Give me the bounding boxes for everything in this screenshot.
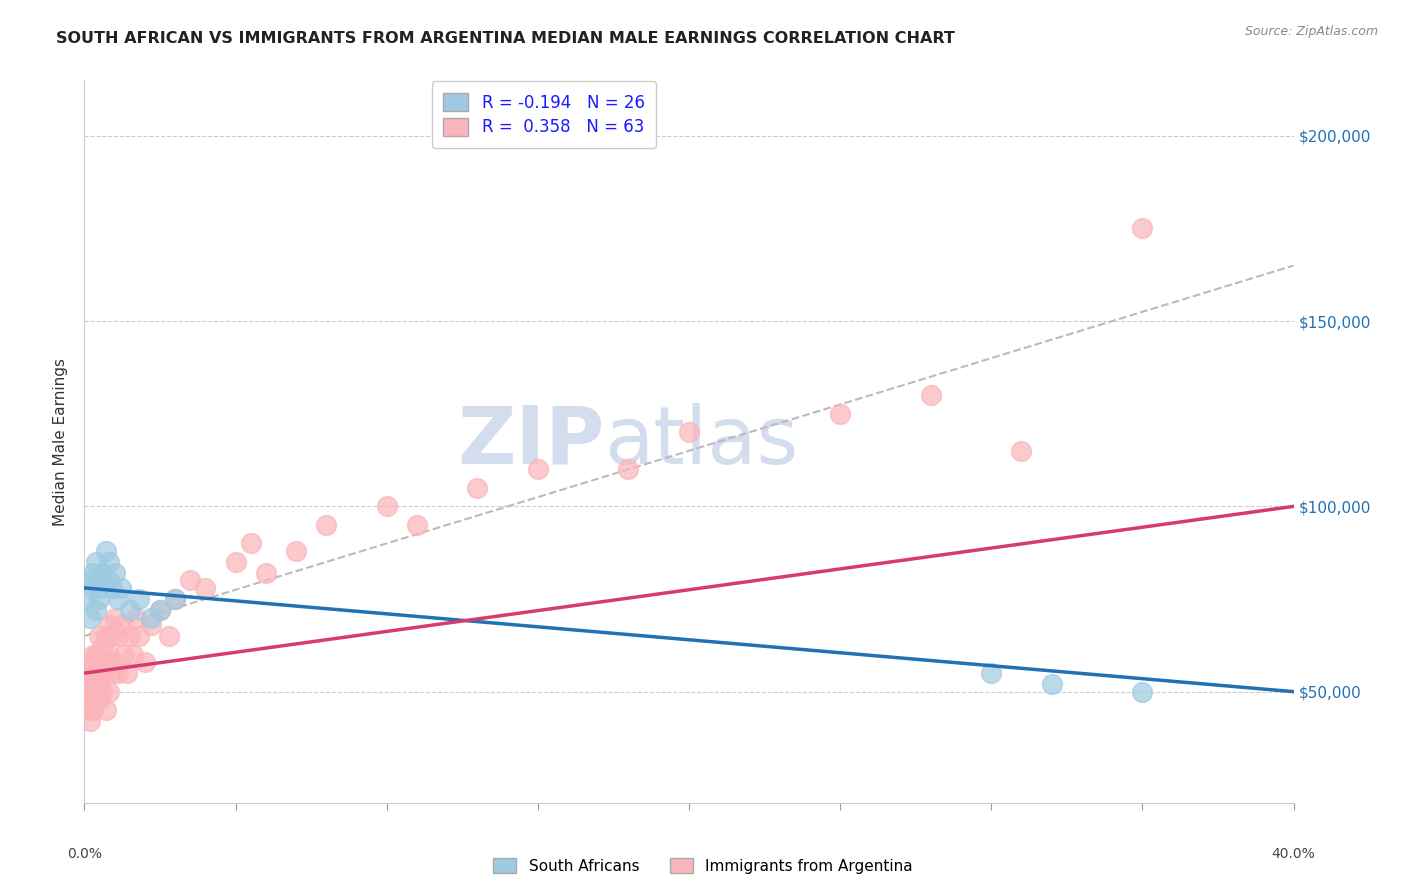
Point [118,629,141,643]
Point [110,618,132,632]
Point [125,610,148,624]
Point [115,666,138,681]
Point [79,677,101,691]
Point [285,544,308,558]
Point [194,581,217,595]
Point [82,648,104,662]
Point [139,610,162,624]
Point [79,714,101,729]
Point [82,703,104,717]
Point [94,703,117,717]
Point [79,655,101,669]
Point [527,462,550,476]
Point [76,684,98,698]
Point [89,692,111,706]
Point [1040,677,1063,691]
Text: atlas: atlas [605,402,799,481]
Point [91,581,114,595]
Point [179,574,201,588]
Point [157,629,180,643]
Point [100,629,122,643]
Point [76,592,98,607]
Point [76,666,98,681]
Point [97,618,120,632]
Point [91,684,114,698]
Text: 0.0%: 0.0% [67,847,101,862]
Point [94,655,117,669]
Point [1130,684,1153,698]
Point [980,666,1002,681]
Point [89,592,111,607]
Text: Source: ZipAtlas.com: Source: ZipAtlas.com [1244,25,1378,38]
Point [920,388,942,402]
Point [239,536,262,550]
Point [94,544,117,558]
Point [617,462,640,476]
Point [91,566,114,580]
Point [118,603,141,617]
Point [86,648,108,662]
Point [82,581,104,595]
Point [97,574,120,588]
Point [110,581,132,595]
Point [678,425,700,440]
Point [89,655,111,669]
Point [139,618,162,632]
Point [86,555,108,569]
Text: ZIP: ZIP [457,402,605,481]
Point [149,603,172,617]
Point [82,684,104,698]
Y-axis label: Median Male Earnings: Median Male Earnings [53,358,69,525]
Point [134,655,156,669]
Point [86,677,108,691]
Point [225,555,247,569]
Legend: South Africans, Immigrants from Argentina: South Africans, Immigrants from Argentin… [488,852,918,880]
Point [254,566,277,580]
Point [107,629,129,643]
Point [107,592,129,607]
Point [79,574,101,588]
Point [165,592,187,607]
Text: SOUTH AFRICAN VS IMMIGRANTS FROM ARGENTINA MEDIAN MALE EARNINGS CORRELATION CHAR: SOUTH AFRICAN VS IMMIGRANTS FROM ARGENTI… [56,31,955,46]
Point [91,640,114,655]
Point [89,629,111,643]
Point [86,692,108,706]
Point [104,655,127,669]
Point [86,603,108,617]
Point [112,648,135,662]
Point [1130,221,1153,235]
Point [89,677,111,691]
Point [100,581,122,595]
Point [107,666,129,681]
Point [128,592,150,607]
Point [121,648,143,662]
Point [97,684,120,698]
Point [375,500,398,514]
Point [97,555,120,569]
Point [315,517,337,532]
Point [149,603,172,617]
Legend: R = -0.194   N = 26, R =  0.358   N = 63: R = -0.194 N = 26, R = 0.358 N = 63 [432,81,657,148]
Point [1011,443,1033,458]
Point [82,666,104,681]
Point [89,574,111,588]
Text: 40.0%: 40.0% [1271,847,1316,862]
Point [467,481,489,495]
Point [79,692,101,706]
Point [79,610,101,624]
Point [97,648,120,662]
Point [91,666,114,681]
Point [100,666,122,681]
Point [82,566,104,580]
Point [128,629,150,643]
Point [94,629,117,643]
Point [86,666,108,681]
Point [76,703,98,717]
Point [406,517,429,532]
Point [830,407,852,421]
Point [104,566,127,580]
Point [104,610,127,624]
Point [165,592,187,607]
